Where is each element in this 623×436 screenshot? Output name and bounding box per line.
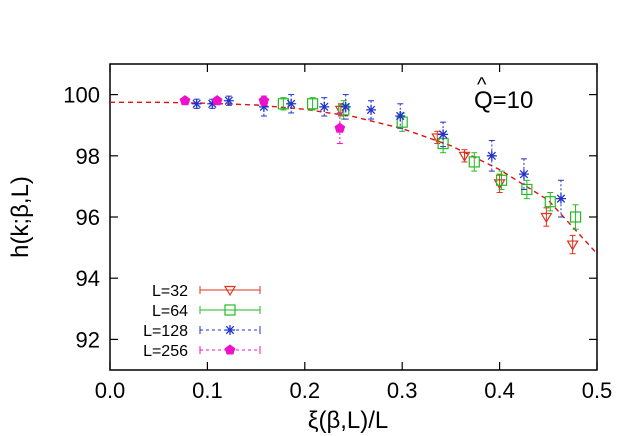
data-point bbox=[395, 111, 406, 122]
annotation-label: Q=10 bbox=[474, 87, 533, 114]
fit-curve bbox=[110, 101, 598, 255]
data-point bbox=[211, 95, 223, 106]
data-point bbox=[334, 122, 346, 133]
legend-marker bbox=[224, 304, 236, 316]
legend-marker bbox=[225, 325, 235, 335]
legend-label: L=32 bbox=[152, 283, 188, 300]
data-point bbox=[544, 196, 556, 208]
data-point bbox=[191, 98, 202, 109]
legend-marker bbox=[224, 344, 236, 355]
x-tick-label: 0.0 bbox=[95, 378, 126, 403]
data-point bbox=[468, 156, 480, 168]
legend-marker bbox=[223, 285, 237, 297]
x-tick-label: 0.2 bbox=[290, 378, 321, 403]
data-point bbox=[540, 212, 553, 224]
data-point bbox=[438, 129, 449, 140]
data-point bbox=[286, 98, 297, 109]
data-point bbox=[569, 211, 582, 223]
series-l-64 bbox=[277, 97, 582, 230]
data-point bbox=[566, 240, 579, 251]
data-point bbox=[486, 150, 497, 161]
data-point bbox=[258, 101, 269, 112]
legend-label: L=128 bbox=[143, 323, 188, 340]
legend: L=32 L=64 L=128 L=256 bbox=[143, 283, 261, 360]
data-point bbox=[306, 98, 319, 110]
fit-curve-line bbox=[110, 101, 598, 255]
annotation-hat: ^ bbox=[477, 74, 487, 96]
data-point bbox=[518, 169, 529, 180]
y-tick-label: 98 bbox=[76, 144, 100, 169]
data-point bbox=[223, 95, 234, 106]
x-tick-label: 0.1 bbox=[192, 378, 223, 403]
data-point bbox=[458, 151, 471, 162]
legend-label: L=64 bbox=[152, 303, 188, 320]
data-point bbox=[340, 101, 351, 112]
data-point bbox=[179, 95, 191, 106]
data-points bbox=[179, 94, 582, 255]
y-tick-label: 94 bbox=[76, 266, 100, 291]
data-point bbox=[207, 98, 218, 109]
data-point bbox=[319, 101, 330, 112]
data-point bbox=[366, 104, 377, 115]
x-tick-label: 0.5 bbox=[582, 378, 613, 403]
x-tick-label: 0.4 bbox=[484, 378, 515, 403]
data-point bbox=[258, 95, 270, 106]
legend-label: L=256 bbox=[143, 343, 188, 360]
y-tick-label: 100 bbox=[63, 83, 100, 108]
data-point bbox=[495, 174, 508, 186]
axis-ticks: 0.0 0.1 0.2 0.3 0.4 0.5 92 94 96 98 100 bbox=[63, 64, 612, 403]
y-tick-label: 92 bbox=[76, 327, 100, 352]
x-tick-label: 0.3 bbox=[387, 378, 418, 403]
y-tick-label: 96 bbox=[76, 205, 100, 230]
series-l-32 bbox=[334, 103, 579, 255]
data-point bbox=[555, 193, 566, 204]
y-axis-title: h(k;β,L) bbox=[7, 176, 34, 258]
x-axis-title: ξ(β,L)/L bbox=[308, 407, 389, 434]
series-l-256 bbox=[179, 95, 346, 145]
